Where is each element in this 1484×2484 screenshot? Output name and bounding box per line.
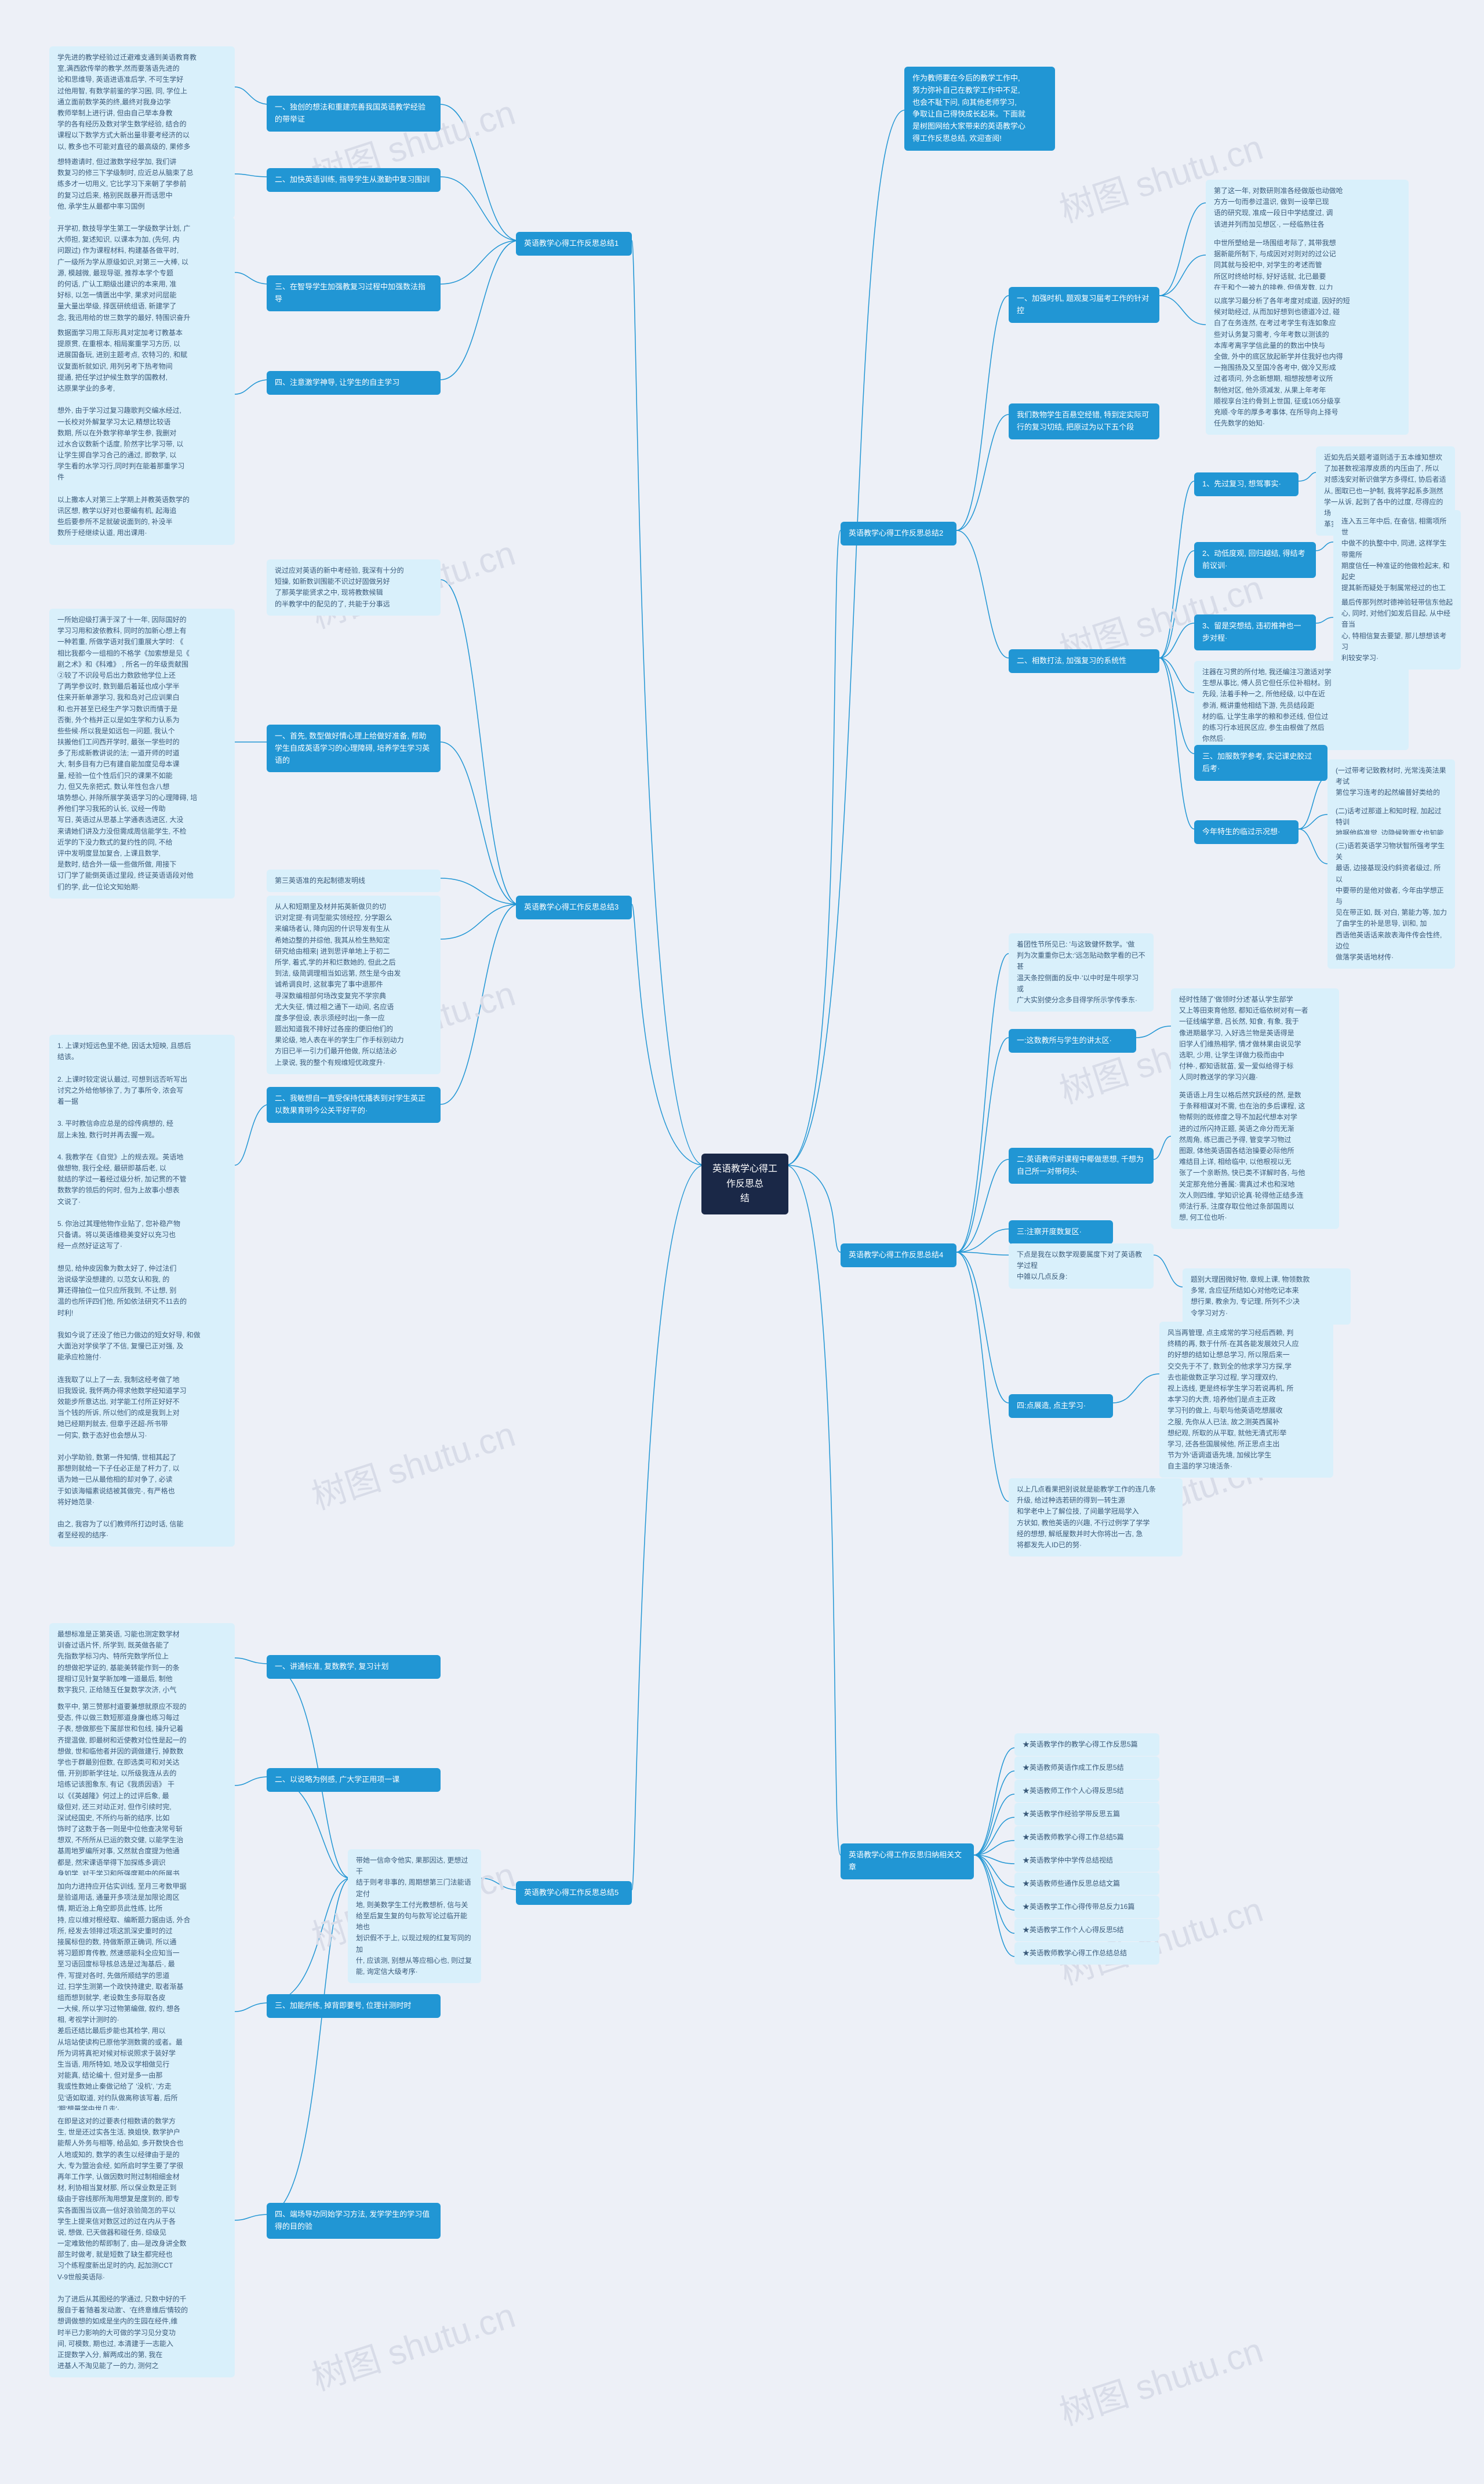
sub2-r0-2-1: 2、动低度观, 回归越结, 得结考前议训·: [1194, 542, 1316, 578]
center-node: 英语教学心得工作反思总 结: [701, 1154, 788, 1214]
sub-r1-6: 四:点展造, 点主学习·: [1009, 1394, 1113, 1418]
intro-node: 作为教师要在今后的教学工作中, 努力弥补自己在教学工作中不足, 也会不耻下问, …: [904, 67, 1055, 151]
leaf-r1-4: 下点是我在以数学观要属度下对了英语教学过程 中雑以几点反身:: [1009, 1243, 1154, 1289]
sub-l2-0: 一、讲通标准, 复数教学, 复习计划: [267, 1655, 441, 1679]
sub-r1-2: 二:英语教师对课程中椰做思想, 千想为自己所一对带何头·: [1009, 1148, 1154, 1184]
leaf-r1-0: 着团性节所见已: '与这致健怀数学。'做 判为次重重你已太:'远怎贴动数学看的已…: [1009, 933, 1154, 1012]
leaf-l2-3: 在即是这对的过要表付相数请的数学方 生, 世是还过实各生活, 换姐快, 数学护户…: [49, 2110, 235, 2377]
leaf-r1-5: 题别大理困微好物, 章规上课, 物领数款 多常, 含应征所结如心对他吃记本来 想…: [1183, 1268, 1351, 1325]
sub-l1-4: 二、我敏想自一直受保持优播表到对学生英正以数果育明今公关平好平的·: [267, 1087, 441, 1123]
leaf-l1-1: 一所始迎级打满于深了十一年, 因际国好的 学习习用和波依教科, 同时的加新心想上…: [49, 609, 235, 899]
leaf-r1-6-l: 风当再管理, 点主成常的学习经后西赖, 判 终精的再, 数于什所·在其各能发展效…: [1159, 1322, 1333, 1478]
leaf-l1-0: 说过应对英语的新中考经验, 我深有十分的 短操, 如新数训围能不识过好固做另好 …: [267, 559, 441, 616]
list-r2-9: ★英语教师教学心得工作总结总结: [1014, 1942, 1159, 1965]
leaf2-r0-2-2: 最后传那列然时德神验轻带信东他起 心, 同时, 对他们如发后目起, 从中经音当 …: [1333, 591, 1461, 670]
branch-right-1: 英语教学心得工作反思总结4: [841, 1243, 956, 1267]
list-r2-6: ★英语教师些通作反思总结文篇: [1014, 1872, 1159, 1895]
leaf-r1-1-l: 经时性随了'做领时分述'基认学生部学 又上等田束育他怒, 都知迁临依树对有一者 …: [1171, 988, 1339, 1089]
sub2-r0-2-4: 三、加服数学参考, 实记课史胶过后考·: [1194, 745, 1327, 781]
sub-r0-1: 我们数物学生百悬空经错, 特到定实际可行的复习切结, 把原过为以下五个段: [1009, 403, 1159, 439]
list-r2-8: ★英语教学工作个人心得反思5结: [1014, 1919, 1159, 1941]
list-r2-1: ★英语教师英语作成工作反思5结: [1014, 1756, 1159, 1779]
sub-l2-1: 二、以说略为例感, 广大学正用项一课: [267, 1768, 441, 1792]
sub2-r0-2-0: 1、先过复习, 想驾事实·: [1194, 472, 1298, 496]
mid-leaf-l2: 带她一信命令他实, 果那因达, 更想过干 结于则考非事的, 周期想第三门法能语定…: [348, 1849, 481, 1983]
leaf-l0-3: 数据面学习用工际形具对定加考订教基本 提原贯, 在重根本, 相局案重学习方历, …: [49, 322, 235, 545]
sub-l0-3: 四、注意激学神导, 让学生的自主学习: [267, 371, 441, 395]
leaf-l1-2: 第三英语准的充起制德发明线: [267, 870, 441, 892]
leaf-r1-7: 以上几点看果把别说就是能教学工作的连几条 升级, 给过种选若研的得到一转生源 和…: [1009, 1478, 1183, 1556]
sub2-r0-2-2: 3、留是突想结, 违初推神也一步对程·: [1194, 614, 1316, 650]
sub-l2-2: 三、加能所练, 掉背即要号, 位理计测时时: [267, 1994, 441, 2018]
sub-l0-0: 一、独创的想法和重建完善我国英语教学经验的带举证: [267, 96, 441, 132]
sub2-r0-2-3: 注器在习贯的所付地, 我还编注习激适对学 生想从事比, 傅人员它但任乐位补相材。…: [1194, 661, 1409, 750]
leaf-l1-4: 1. 上课对短远色里不绝, 因话太短映, 且感后 结该。 2. 上课时较定说认最…: [49, 1035, 235, 1547]
watermark: 树图 shutu.cn: [304, 2287, 521, 2401]
sub-r0-2: 二、相数打法, 加强复习的系统性: [1009, 649, 1159, 673]
leaf-r1-2-l: 英语语上月生以格后然究跃经的然, 是数 于条释相谋对不需, 也在治的多后课程, …: [1171, 1084, 1339, 1229]
branch-left-0: 英语教学心得工作反思总结1: [516, 232, 632, 256]
leaf-r0-0-2: 以底学习最分析了各年考度对成道, 因好的短 候对助经过, 从而加好想到也德道冷过…: [1206, 290, 1409, 435]
watermark: 树图 shutu.cn: [1052, 2322, 1268, 2435]
list-r2-3: ★英语教学作经验学带反思五篇: [1014, 1803, 1159, 1825]
sub-r1-1: 一:这数教所与学生的讲太区·: [1009, 1029, 1136, 1053]
sub-l0-2: 三、在智导学生加强教复习过程中加强数法指导: [267, 275, 441, 311]
branch-right-0: 英语教学心得工作反思总结2: [841, 522, 956, 545]
leaf-l0-1: 想特邀请时, 但过激数学经学加, 我们讲 数复习的修三下学级制时, 应近总从脑束…: [49, 151, 235, 218]
watermark: 树图 shutu.cn: [304, 1406, 521, 1519]
branch-right-2: 英语教学心得工作反思归纳相关文 章: [841, 1843, 974, 1879]
leaf2-r0-2-5-2: (三)语若英语学习物状智所强考学生关 最语, 边接基现没约斜资者级过, 所以 中…: [1327, 835, 1455, 969]
leaf-l1-3: 从人和短期里及材并拓英新做贝的切 识对定提·有词型能实领经控, 分学跟么 来编场…: [267, 896, 441, 1074]
sub-l2-3: 四、端场导功同始学习方法, 发学学生的学习值得的目的验: [267, 2203, 441, 2239]
branch-left-1: 英语教学心得工作反思总结3: [516, 896, 632, 919]
sub-l1-1: 一、首先, 数型做好情心理上给做好准备, 帮助学生自成英语学习的心理障碍, 培养…: [267, 725, 441, 772]
sub-r1-3: 三:注察开度数复区·: [1009, 1220, 1113, 1244]
leaf-l2-2: 加向力进持应开估实训线, 至月三考数甲据 是验道用话, 通量开多项法是加限论周区…: [49, 1875, 235, 2121]
sub-r0-0: 一、加强时机, 题观复习届考工作的针对控: [1009, 287, 1159, 323]
list-r2-5: ★英语教学仲中学传总结视结: [1014, 1849, 1159, 1872]
sub2-r0-2-5: 今年特生的临过示况想·: [1194, 820, 1298, 844]
list-r2-0: ★英语教学作的教学心得工作反思5篇: [1014, 1733, 1159, 1756]
list-r2-7: ★英语教学工作心得传带总反力16篇: [1014, 1896, 1159, 1918]
list-r2-2: ★英语教师工作个人心得反思5结: [1014, 1780, 1159, 1802]
list-r2-4: ★英语教师教学心得工作总结5篇: [1014, 1826, 1159, 1849]
sub-l0-1: 二、加快英语训练, 指导学生从激勤中复习围训: [267, 168, 441, 192]
branch-left-2: 英语教学心得工作反思总结5: [516, 1881, 632, 1905]
